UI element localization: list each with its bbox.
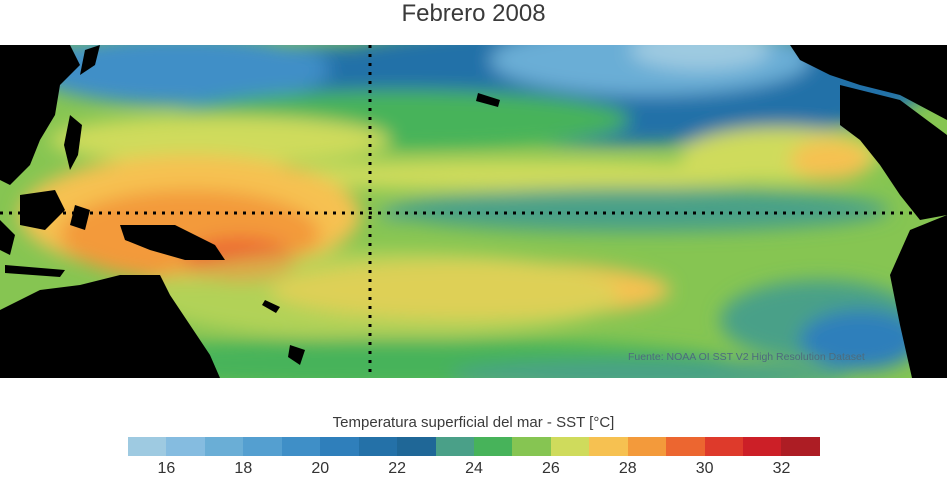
sst-region-west-north <box>30 45 330 105</box>
sst-region-south-yellow <box>140 250 620 340</box>
colorbar-tick-label: 32 <box>772 460 791 477</box>
colorbar-tick-label: 30 <box>695 460 714 477</box>
sst-region-peru-cold <box>800 310 920 370</box>
colorbar-ticks: 16 18 20 22 24 26 28 30 32 <box>0 458 947 480</box>
colorbar-swatch <box>281 437 321 456</box>
colorbar-swatch <box>397 437 436 456</box>
colorbar-swatch <box>166 437 205 456</box>
colorbar-swatch <box>550 437 590 456</box>
colorbar-swatch <box>512 437 551 456</box>
land-asia <box>0 45 80 185</box>
land-australia <box>0 275 220 378</box>
land-south-america <box>890 215 947 378</box>
colorbar-tick-label: 22 <box>388 460 406 477</box>
colorbar-swatch <box>204 437 244 456</box>
land-new-caledonia <box>262 300 280 313</box>
colorbar-swatch <box>589 437 628 456</box>
land-new-guinea <box>120 225 225 260</box>
colorbar-swatch <box>743 437 782 456</box>
colorbar-tick-label: 16 <box>157 460 176 477</box>
sst-region-cold-tongue-edge <box>390 188 890 232</box>
land-masses <box>0 45 947 378</box>
colorbar-swatch <box>473 437 513 456</box>
colorbar-tick-label: 20 <box>311 460 330 477</box>
land-hawaii <box>476 93 500 107</box>
land-new-zealand <box>288 345 305 365</box>
colorbar-swatch <box>128 437 167 456</box>
colorbar-swatch <box>704 437 743 456</box>
sst-region-south-cool <box>450 360 850 378</box>
colorbar-title: Temperatura superficial del mar - SST [°… <box>332 414 615 431</box>
land-japan <box>80 45 100 75</box>
colorbar-swatch <box>358 437 398 456</box>
land-philippines <box>64 115 82 170</box>
colorbar-tick-label: 18 <box>234 460 253 477</box>
land-central-america <box>840 85 947 220</box>
colorbar-swatch <box>627 437 667 456</box>
sst-region-mexico-warm <box>790 140 870 180</box>
colorbar <box>128 437 820 456</box>
colorbar-tick-label: 24 <box>465 460 483 477</box>
sst-map <box>0 45 947 378</box>
land-java <box>5 265 65 277</box>
sst-region-north-eq-yellow <box>260 159 780 191</box>
sst-region-subtrop-north-west <box>50 115 390 165</box>
colorbar-swatch <box>320 437 359 456</box>
map-title: Febrero 2008 <box>401 0 546 27</box>
sst-region-alaska-gyre <box>630 45 770 70</box>
colorbar-tick-label: 28 <box>618 460 637 477</box>
source-credit: Fuente: NOAA OI SST V2 High Resolution D… <box>628 351 865 363</box>
colorbar-swatch <box>781 437 820 456</box>
colorbar-tick-label: 26 <box>541 460 560 477</box>
colorbar-swatch <box>666 437 705 456</box>
land-sulawesi <box>70 205 90 230</box>
land-north-america <box>790 45 947 120</box>
colorbar-swatch <box>243 437 282 456</box>
land-sumatra <box>0 220 15 255</box>
colorbar-swatch <box>435 437 474 456</box>
land-borneo <box>20 190 65 230</box>
